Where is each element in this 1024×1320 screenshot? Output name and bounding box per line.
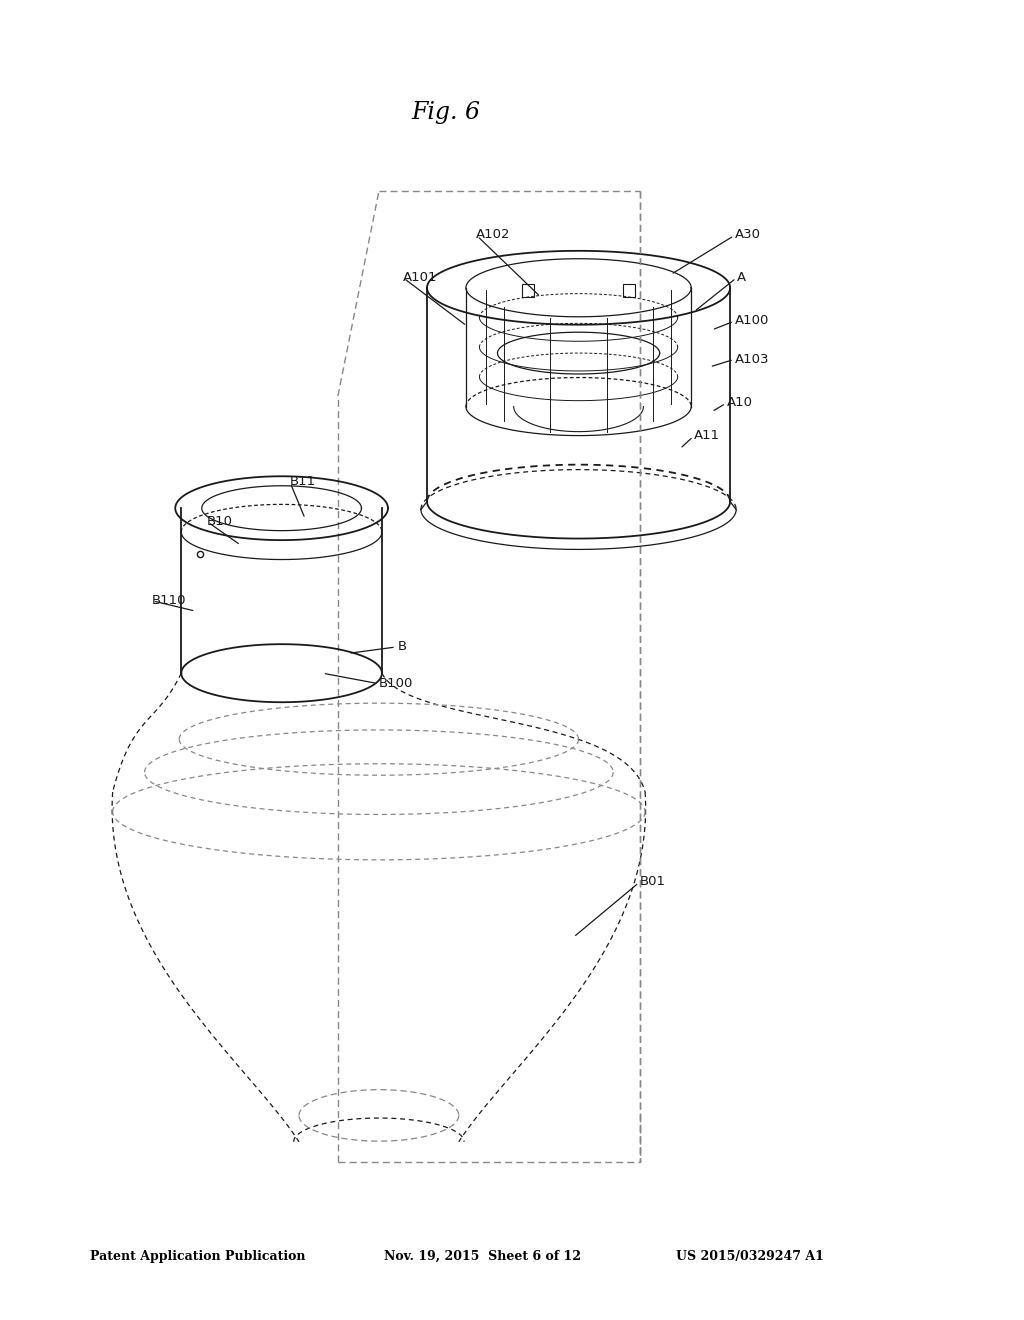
Bar (521, 284, 535, 297)
Text: Patent Application Publication: Patent Application Publication (90, 1250, 305, 1263)
Bar (623, 284, 635, 297)
Text: B01: B01 (640, 875, 666, 888)
Text: A100: A100 (735, 314, 770, 327)
Text: A11: A11 (694, 429, 721, 442)
Text: Fig. 6: Fig. 6 (411, 100, 480, 124)
Text: B11: B11 (290, 475, 316, 488)
Text: A30: A30 (735, 228, 761, 242)
Text: B: B (397, 640, 407, 653)
Text: A: A (737, 271, 746, 284)
Text: B110: B110 (152, 594, 186, 607)
Text: US 2015/0329247 A1: US 2015/0329247 A1 (676, 1250, 823, 1263)
Text: B10: B10 (207, 515, 232, 528)
Text: A103: A103 (735, 352, 770, 366)
Text: Nov. 19, 2015  Sheet 6 of 12: Nov. 19, 2015 Sheet 6 of 12 (384, 1250, 581, 1263)
Text: B100: B100 (379, 677, 414, 690)
Text: A10: A10 (727, 396, 753, 409)
Text: A102: A102 (476, 228, 511, 242)
Text: A101: A101 (402, 271, 437, 284)
